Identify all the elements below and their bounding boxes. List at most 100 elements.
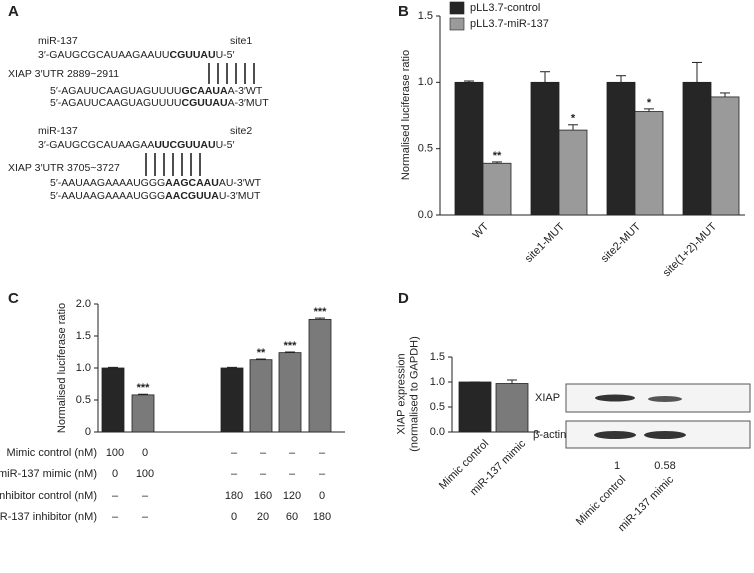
y-tick-label: 0.0: [418, 209, 433, 221]
band-label: β-actin: [533, 429, 566, 441]
mut-seq: 5′-AAUAAGAAAAUGGGAACGUUAU-3′MUT: [50, 190, 261, 202]
wt-seq: 5′-AAUAAGAAAAUGGGAAGCAAUAU-3′WT: [50, 177, 262, 189]
legend-swatch: [449, 1, 465, 15]
condition-value: –: [231, 468, 238, 480]
band: [595, 394, 635, 402]
mirna-seq: 3′-GAUGCGCAUAAGAAUUCGUUAUU-5′: [38, 49, 235, 61]
condition-value: –: [260, 447, 267, 459]
band-label: XIAP: [535, 392, 560, 404]
bar: [308, 318, 332, 433]
band: [644, 431, 686, 439]
utr-name: XIAP 3′UTR 2889~2911: [8, 68, 119, 80]
panel-label: A: [8, 3, 19, 20]
y-axis-label: XIAP expression: [395, 353, 407, 434]
condition-value: –: [260, 468, 267, 480]
condition-value: –: [319, 468, 326, 480]
y-axis-label: (normalised to GAPDH): [408, 336, 420, 452]
bar: [131, 394, 155, 433]
condition-value: 100: [106, 447, 124, 459]
lane-label: Mimic control: [574, 474, 628, 528]
site-block: miR-137 site1 3′-GAUGCGCAUAAGAAUUCGUUAUU…: [8, 35, 269, 109]
condition-value: 0: [319, 490, 325, 502]
legend-swatch: [449, 17, 465, 31]
bar: [606, 81, 636, 216]
mut-seq: 5′-AGAUUCAAGUAGUUUUCGUUAUA-3′MUT: [50, 97, 269, 109]
pairing-lines: [208, 63, 255, 84]
band: [594, 431, 636, 439]
bar: [530, 81, 560, 216]
condition-value: 60: [286, 511, 298, 523]
panel-label: B: [398, 3, 409, 20]
legend-label: pLL3.7-miR-137: [470, 18, 549, 30]
condition-value: 100: [136, 468, 154, 480]
x-tick-label: WT: [471, 220, 492, 241]
site-name: site1: [230, 35, 252, 47]
y-tick-label: 2.0: [76, 298, 91, 310]
condition-value: 180: [313, 511, 331, 523]
quantification: 0.58: [654, 460, 675, 472]
condition-value: –: [231, 447, 238, 459]
condition-label: Inhibitor control (nM): [0, 490, 97, 502]
significance: ***: [314, 306, 328, 318]
significance: *: [571, 113, 576, 125]
x-tick-label: site2-MUT: [599, 220, 644, 265]
bar: [249, 359, 273, 433]
significance: ***: [284, 340, 298, 352]
condition-value: 0: [142, 447, 148, 459]
x-tick-label: site1-MUT: [523, 220, 568, 265]
y-tick-label: 1.0: [418, 76, 433, 88]
condition-label: miR-137 inhibitor (nM): [0, 511, 97, 523]
quantification: 1: [614, 460, 620, 472]
x-tick-label: site(1+2)-MUT: [661, 220, 720, 279]
y-tick-label: 0.0: [430, 426, 445, 438]
significance: ***: [137, 382, 151, 394]
bar: [220, 367, 244, 433]
condition-value: –: [319, 447, 326, 459]
y-tick-label: 0: [85, 426, 91, 438]
bar: [495, 383, 529, 433]
y-tick-label: 1.0: [76, 362, 91, 374]
site-block: miR-137 site2 3′-GAUGCGCAUAAGAAUUCGUUAUU…: [8, 125, 262, 202]
condition-value: –: [112, 511, 119, 523]
band: [648, 396, 682, 402]
bar: [682, 81, 712, 216]
bar: [454, 81, 484, 216]
condition-value: 180: [225, 490, 243, 502]
y-tick-label: 0.5: [430, 401, 445, 413]
y-tick-label: 1.0: [430, 376, 445, 388]
bar: [710, 96, 740, 216]
mirna-name: miR-137: [38, 125, 78, 137]
bar: [482, 162, 512, 216]
condition-value: 120: [283, 490, 301, 502]
condition-value: –: [289, 468, 296, 480]
y-tick-label: 1.5: [76, 330, 91, 342]
condition-value: 160: [254, 490, 272, 502]
legend-label: pLL3.7-control: [470, 2, 540, 14]
utr-name: XIAP 3′UTR 3705~3727: [8, 162, 120, 174]
y-axis-label: Normalised luciferase ratio: [56, 303, 68, 433]
bar: [101, 367, 125, 433]
pairing-lines: [145, 153, 201, 176]
condition-value: –: [112, 490, 119, 502]
panel-label: D: [398, 290, 409, 307]
condition-value: –: [289, 447, 296, 459]
y-tick-label: 1.5: [418, 10, 433, 22]
y-tick-label: 1.5: [430, 351, 445, 363]
condition-value: 0: [112, 468, 118, 480]
condition-label: miR-137 mimic (nM): [0, 468, 97, 480]
mirna-seq: 3′-GAUGCGCAUAAGAAUUCGUUAUU-5′: [38, 139, 234, 151]
significance: **: [493, 150, 502, 162]
bar: [458, 381, 492, 433]
y-tick-label: 0.5: [418, 143, 433, 155]
significance: *: [647, 97, 652, 109]
bar: [558, 129, 588, 216]
y-axis-label: Normalised luciferase ratio: [400, 50, 412, 180]
condition-value: –: [142, 511, 149, 523]
condition-label: Mimic control (nM): [7, 447, 97, 459]
mirna-name: miR-137: [38, 35, 78, 47]
panel-label: C: [8, 290, 19, 307]
y-tick-label: 0.5: [76, 394, 91, 406]
condition-value: 0: [231, 511, 237, 523]
blot: XIAP β-actin 1 0.58 Mimic control miR-13…: [533, 383, 751, 534]
